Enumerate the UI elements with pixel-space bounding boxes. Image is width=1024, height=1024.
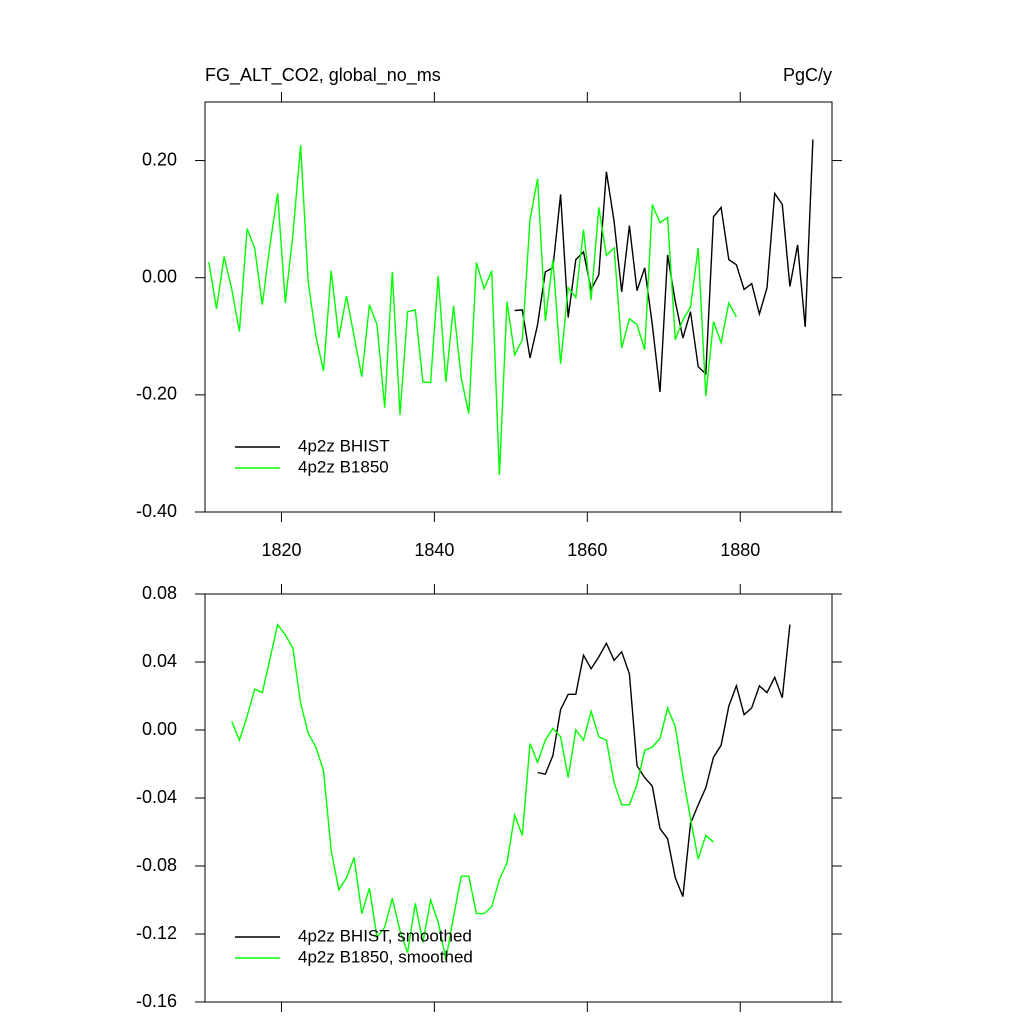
plot-frame [204,101,833,513]
y-tick-label: -0.04 [136,787,177,807]
x-tick-label: 1820 [261,540,301,560]
x-tick-label: 1880 [720,540,760,560]
y-tick-label: -0.12 [136,923,177,943]
y-tick-label: 0.00 [142,719,177,739]
x-tick-label: 1860 [567,540,607,560]
legend-label: 4p2z BHIST, smoothed [298,926,472,945]
units-label: PgC/y [783,65,832,85]
y-tick-label: 0.08 [142,583,177,603]
legend-label: 4p2z B1850, smoothed [298,947,473,966]
legend-label: 4p2z BHIST [298,436,390,455]
y-tick-label: 0.00 [142,266,177,286]
x-tick-label: 1840 [414,540,454,560]
chart-title: FG_ALT_CO2, global_no_ms [205,65,441,86]
data-line [514,139,814,392]
data-line [231,622,714,960]
y-tick-label: -0.16 [136,991,177,1011]
y-tick-label: 0.20 [142,149,177,169]
y-tick-label: 0.04 [142,651,177,671]
y-tick-label: -0.20 [136,384,177,404]
y-tick-label: -0.08 [136,855,177,875]
data-line [537,624,791,897]
y-tick-label: -0.40 [136,501,177,521]
legend-label: 4p2z B1850 [298,457,389,476]
data-line [208,145,738,476]
